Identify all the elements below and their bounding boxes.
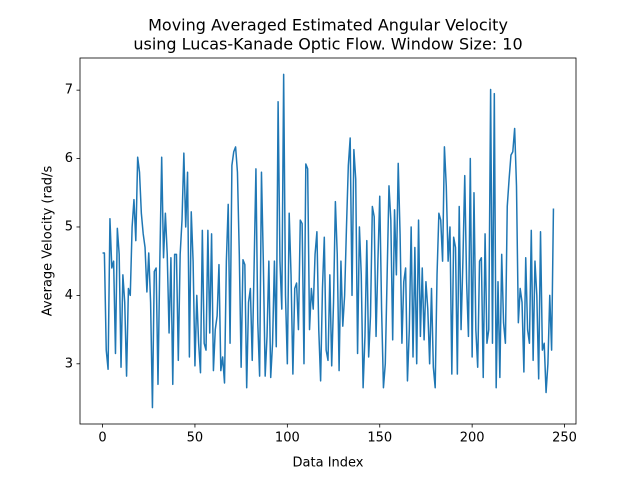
x-tick-label: 100: [275, 431, 300, 446]
x-tick-label: 0: [98, 431, 106, 446]
x-tick-label: 150: [367, 431, 392, 446]
y-tick-label: 6: [65, 151, 73, 166]
y-tick-label: 3: [65, 356, 73, 371]
x-axis-label: Data Index: [293, 456, 364, 471]
plot-frame: [79, 57, 577, 425]
y-axis-label: Average Velocity (rad/s: [41, 166, 56, 317]
x-tick-label: 50: [187, 431, 204, 446]
chart-title: using Lucas-Kanade Optic Flow. Window Si…: [133, 35, 522, 54]
y-tick-label: 4: [65, 288, 73, 303]
data-line: [102, 73, 555, 409]
x-tick-label: 200: [460, 431, 485, 446]
x-tick-label: 250: [552, 431, 577, 446]
chart-title: Moving Averaged Estimated Angular Veloci…: [148, 16, 508, 35]
y-tick-label: 5: [65, 219, 73, 234]
y-tick-label: 7: [65, 83, 73, 98]
